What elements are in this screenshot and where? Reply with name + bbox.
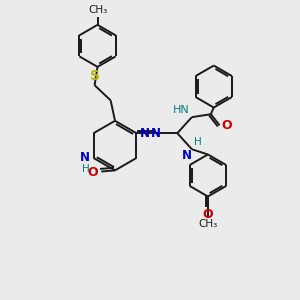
Text: H: H (194, 137, 202, 147)
Text: CH₃: CH₃ (198, 219, 218, 229)
Text: H: H (82, 164, 90, 174)
Text: HN: HN (173, 105, 190, 115)
Text: O: O (88, 166, 98, 179)
Text: N: N (150, 127, 161, 140)
Text: O: O (221, 119, 232, 132)
Text: N: N (80, 152, 90, 164)
Text: O: O (202, 208, 213, 221)
Text: S: S (90, 70, 100, 83)
Text: N: N (182, 149, 192, 162)
Text: N: N (140, 127, 150, 140)
Text: CH₃: CH₃ (88, 5, 107, 15)
